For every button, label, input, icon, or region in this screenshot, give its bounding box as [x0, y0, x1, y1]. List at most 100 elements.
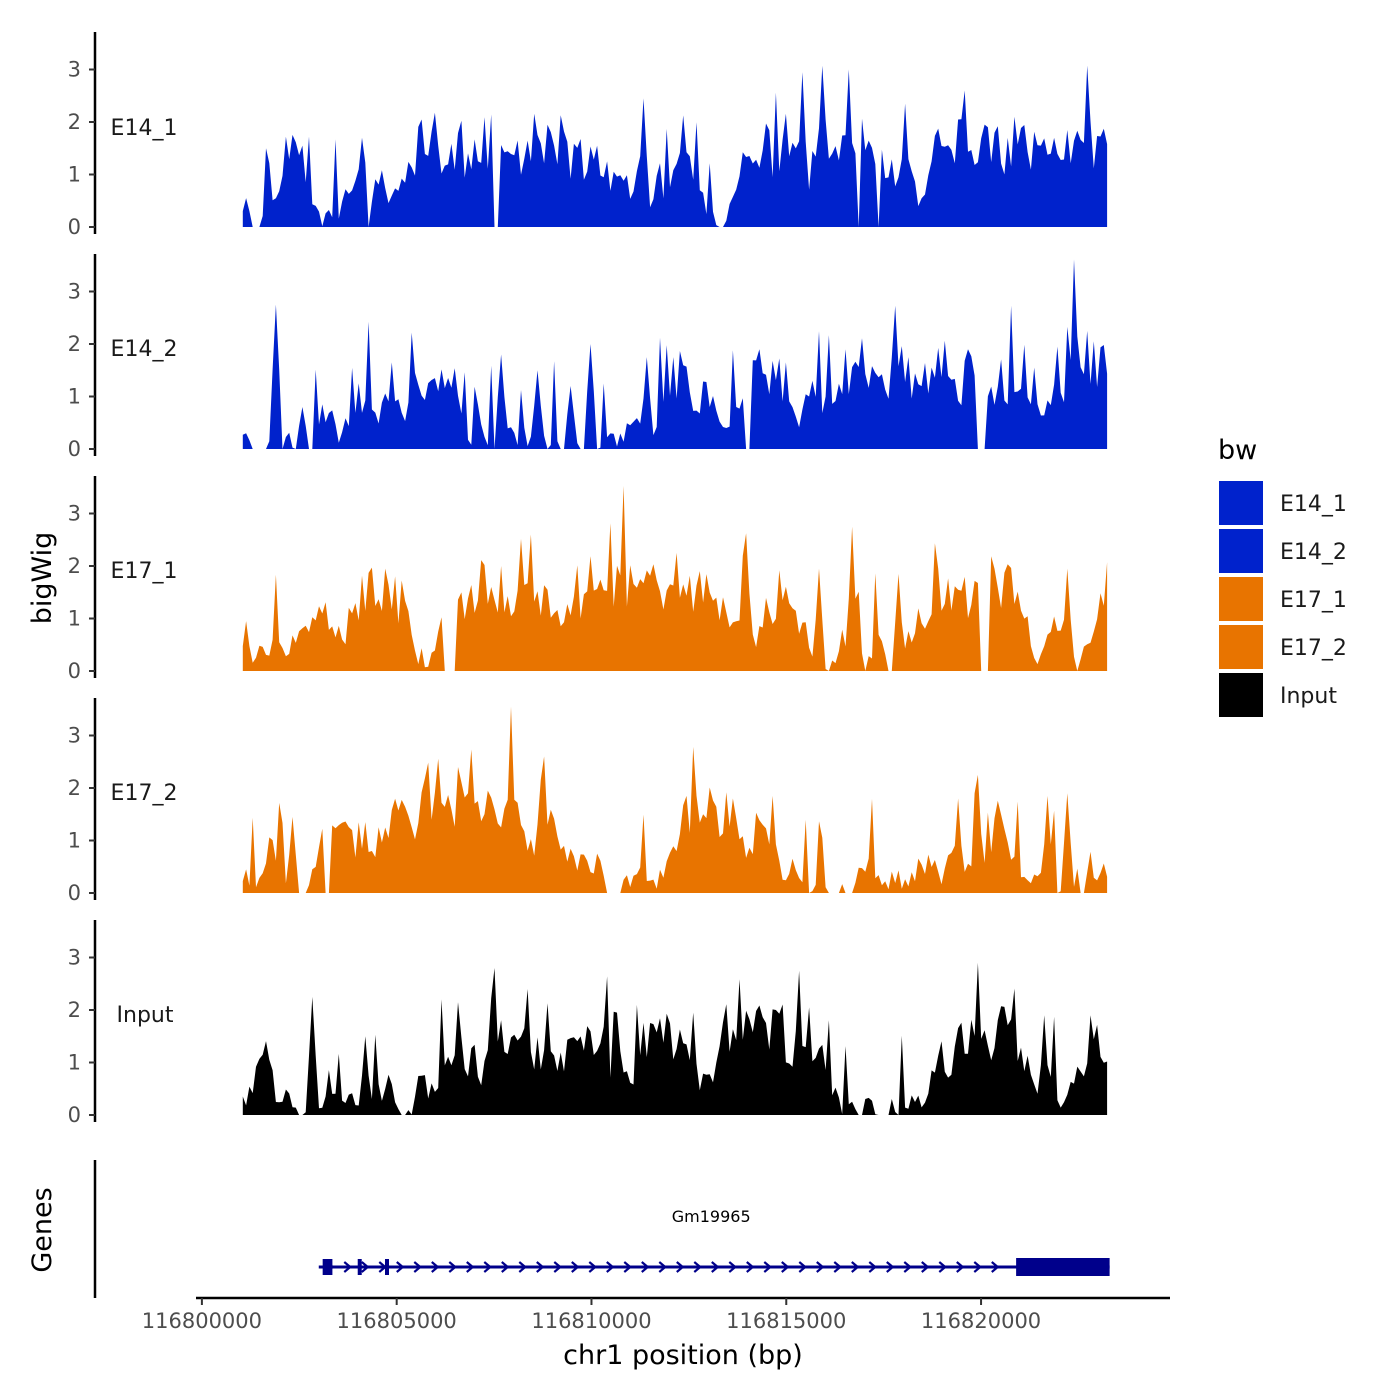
strand-arrow: [606, 1261, 615, 1273]
x-tick-label: 116800000: [142, 1309, 262, 1333]
y-tick-label: 0: [68, 881, 81, 905]
strand-arrow: [711, 1261, 720, 1273]
legend-swatch: [1217, 575, 1265, 623]
legend-label: Input: [1280, 684, 1337, 709]
strand-arrow: [536, 1261, 545, 1273]
y-tick-label: 0: [68, 437, 81, 461]
strand-arrow: [903, 1261, 912, 1273]
strand-arrow: [798, 1261, 807, 1273]
y-tick-label: 3: [68, 502, 81, 526]
gene-panel: Gm19965: [93, 1160, 1110, 1298]
strand-arrow: [763, 1261, 772, 1273]
strand-arrow: [886, 1261, 895, 1273]
track-label: E14_1: [111, 116, 178, 141]
strand-arrow: [693, 1261, 702, 1273]
x-tick-label: 116815000: [726, 1309, 846, 1333]
strand-arrow: [518, 1261, 527, 1273]
signal-area-E14_1: [242, 65, 1108, 227]
strand-arrow: [938, 1261, 947, 1273]
y-tick-label: 2: [68, 332, 81, 356]
strand-arrow: [343, 1261, 352, 1273]
y-tick-label: 1: [68, 163, 81, 187]
track-E17_1: 0 1 2 3 E17_1: [68, 476, 1108, 683]
legend-swatch: [1217, 623, 1265, 671]
strand-arrow: [431, 1261, 440, 1273]
gene-label: Gm19965: [672, 1207, 751, 1226]
track-E14_2: 0 1 2 3 E14_2: [68, 254, 1108, 461]
y-tick-label: 0: [68, 1103, 81, 1127]
strand-arrow: [833, 1261, 842, 1273]
y-tick-label: 3: [68, 280, 81, 304]
track-E17_2: 0 1 2 3 E17_2: [68, 698, 1108, 905]
x-axis-title: chr1 position (bp): [563, 1340, 803, 1371]
y-tick-label: 0: [68, 659, 81, 683]
track-E14_1: 0 1 2 3 E14_1: [68, 32, 1108, 239]
y-tick-label: 1: [68, 607, 81, 631]
track-label: Input: [117, 1003, 174, 1028]
x-tick-label: 116810000: [531, 1309, 651, 1333]
track-label: E14_2: [111, 337, 178, 362]
strand-arrow: [676, 1261, 685, 1273]
strand-arrow: [973, 1261, 982, 1273]
legend-label: E17_1: [1280, 588, 1347, 613]
strand-arrow: [851, 1261, 860, 1273]
x-tick-label: 116805000: [337, 1309, 457, 1333]
legend-swatch: [1217, 671, 1265, 719]
legend-label: E14_2: [1280, 540, 1347, 565]
legend-swatch: [1217, 527, 1265, 575]
y-tick-label: 2: [68, 554, 81, 578]
y-axis-title: bigWig: [27, 532, 58, 625]
y-tick-label: 3: [68, 724, 81, 748]
strand-arrow: [746, 1261, 755, 1273]
strand-arrow: [448, 1261, 457, 1273]
strand-arrow: [816, 1261, 825, 1273]
strand-arrow: [781, 1261, 790, 1273]
legend-label: E14_1: [1280, 492, 1347, 517]
strand-arrow: [956, 1261, 965, 1273]
strand-arrow: [921, 1261, 930, 1273]
strand-arrow: [501, 1261, 510, 1273]
strand-arrow: [991, 1261, 1000, 1273]
track-panels: 0 1 2 3 E14_1 0 1 2 3 E14_2 0 1 2 3 E17_1 0 1 2 3 E17_2 0 1 2 3…: [68, 32, 1108, 1127]
strand-arrow: [553, 1261, 562, 1273]
strand-arrow: [658, 1261, 667, 1273]
strand-arrow: [413, 1261, 422, 1273]
y-tick-label: 3: [68, 58, 81, 82]
y-tick-label: 2: [68, 110, 81, 134]
strand-arrow: [396, 1261, 405, 1273]
y-tick-label: 2: [68, 998, 81, 1022]
y-tick-label: 2: [68, 776, 81, 800]
y-tick-label: 0: [68, 215, 81, 239]
gene-utr-block: [1016, 1258, 1110, 1276]
strand-arrow: [361, 1261, 370, 1273]
legend-swatch: [1217, 479, 1265, 527]
x-tick-label: 116820000: [921, 1309, 1041, 1333]
genes-axis-title: Genes: [27, 1187, 58, 1272]
strand-arrow: [623, 1261, 632, 1273]
signal-area-E17_2: [242, 706, 1108, 893]
track-Input: 0 1 2 3 Input: [68, 920, 1108, 1127]
strand-arrow: [588, 1261, 597, 1273]
strand-arrow: [868, 1261, 877, 1273]
signal-area-Input: [242, 962, 1108, 1115]
legend-label: E17_2: [1280, 636, 1347, 661]
track-label: E17_2: [111, 781, 178, 806]
legend: bw E14_1 E14_2 E17_1 E17_2 Input: [1217, 435, 1347, 719]
y-tick-label: 1: [68, 385, 81, 409]
gene-exon: [357, 1259, 362, 1275]
strand-arrow: [728, 1261, 737, 1273]
strand-arrow: [571, 1261, 580, 1273]
strand-arrow: [483, 1261, 492, 1273]
y-tick-label: 1: [68, 1051, 81, 1075]
strand-arrow: [466, 1261, 475, 1273]
track-label: E17_1: [111, 559, 178, 584]
gene-exon: [384, 1259, 389, 1275]
gene-exon: [322, 1259, 333, 1275]
y-tick-label: 1: [68, 829, 81, 853]
strand-arrow: [641, 1261, 650, 1273]
legend-title: bw: [1218, 435, 1257, 466]
y-tick-label: 3: [68, 946, 81, 970]
signal-area-E14_2: [242, 259, 1108, 449]
x-axis: 116800000 116805000 116810000 116815000 1168…: [142, 1296, 1170, 1333]
